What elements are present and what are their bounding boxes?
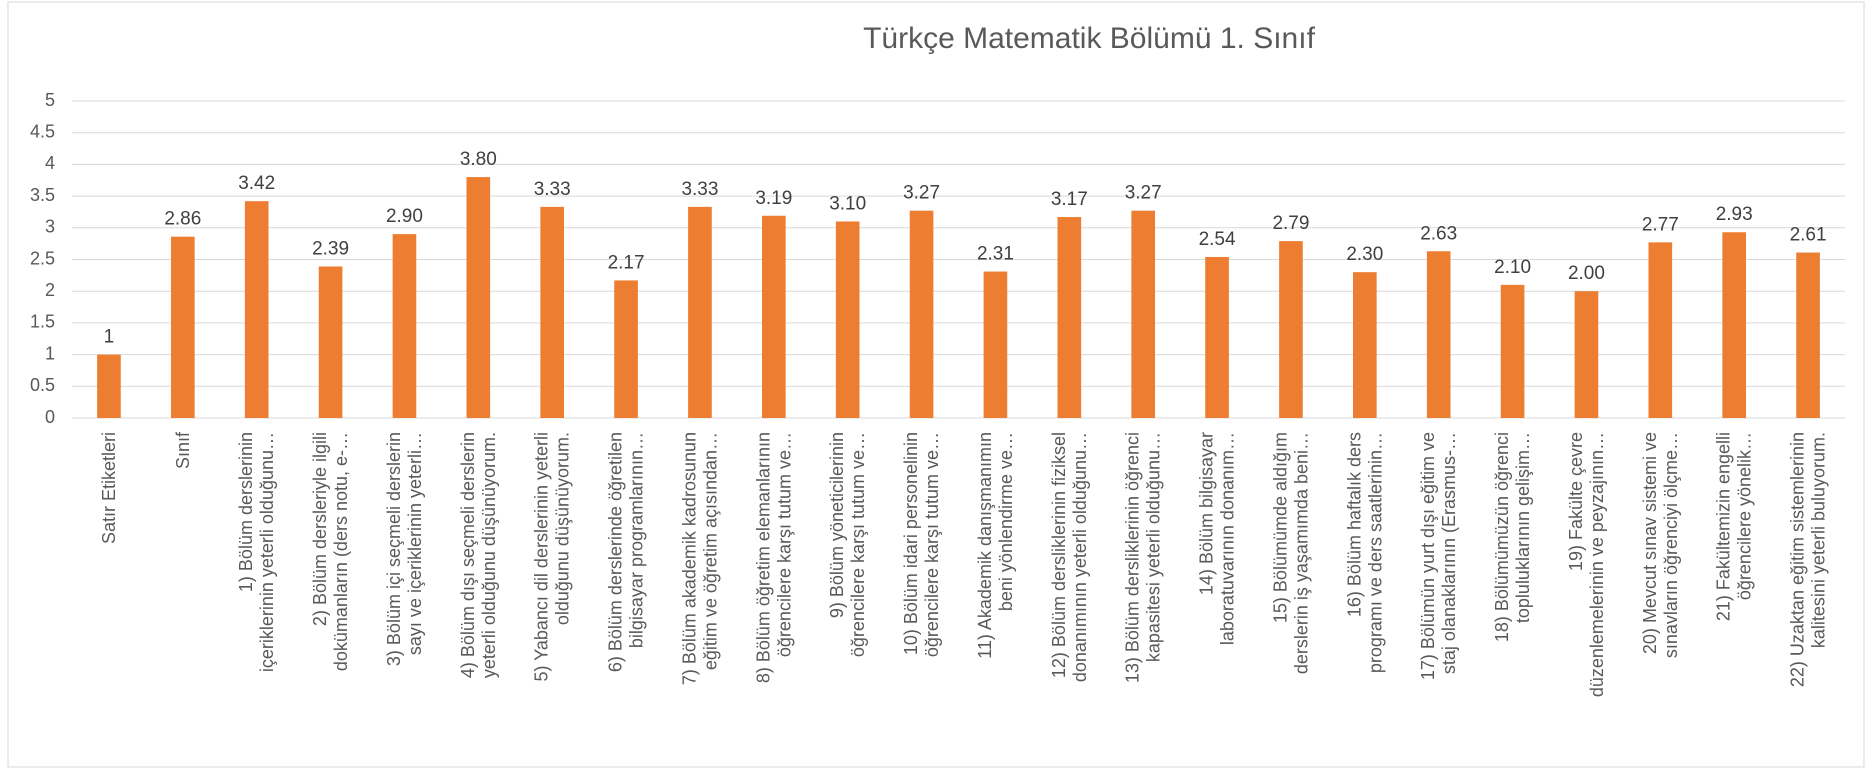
bar bbox=[1131, 210, 1156, 418]
bar bbox=[983, 271, 1008, 418]
value-label: 2.30 bbox=[1346, 244, 1383, 265]
x-tick-label: 5) Yabancı dil derslerinin yeterliolduğu… bbox=[532, 432, 573, 681]
x-tick-label: 1) Bölüm derslerininiçeriklerinin yeterl… bbox=[236, 432, 277, 672]
x-tick-label: 11) Akademik danışmanımınbeni yönlendirm… bbox=[975, 432, 1016, 659]
x-tick-label: 22) Uzaktan eğitim sistemlerininkalitesi… bbox=[1788, 432, 1829, 687]
x-tick-label: Sınıf bbox=[173, 431, 193, 469]
value-label: 3.80 bbox=[460, 149, 497, 170]
value-label: 2.77 bbox=[1642, 214, 1679, 235]
bar bbox=[909, 210, 934, 418]
bar bbox=[1279, 241, 1303, 418]
value-label: 2.17 bbox=[608, 252, 645, 273]
bar bbox=[318, 266, 343, 418]
value-label: 2.54 bbox=[1199, 229, 1236, 250]
chart-title: Türkçe Matematik Bölümü 1. Sınıf bbox=[863, 22, 1315, 55]
bar bbox=[466, 177, 491, 418]
y-tick-label: 5 bbox=[45, 90, 55, 110]
value-label: 2.31 bbox=[977, 244, 1014, 265]
value-label: 2.93 bbox=[1716, 204, 1753, 225]
y-tick-label: 1.5 bbox=[30, 312, 55, 332]
value-label: 3.10 bbox=[829, 193, 866, 214]
x-tick-label: 13) Bölüm dersliklerinin öğrencikapasite… bbox=[1123, 432, 1164, 683]
bar bbox=[761, 215, 786, 418]
value-label: 3.27 bbox=[1125, 183, 1162, 204]
y-tick-label: 3 bbox=[45, 217, 55, 237]
value-label: 2.39 bbox=[312, 238, 349, 259]
value-label: 2.10 bbox=[1494, 257, 1531, 278]
bar bbox=[392, 234, 417, 418]
bar bbox=[1574, 291, 1599, 418]
value-label: 2.90 bbox=[386, 206, 423, 227]
value-label: 3.17 bbox=[1051, 189, 1088, 210]
x-tick-label: 18) Bölümümüzün öğrencitopluluklarının g… bbox=[1492, 432, 1533, 642]
y-tick-label: 0.5 bbox=[30, 375, 55, 395]
x-tick-label: 8) Bölüm öğretim elemanlarınınöğrenciler… bbox=[753, 432, 794, 683]
value-label: 2.86 bbox=[164, 209, 201, 230]
x-tick-label: 9) Bölüm yöneticilerininöğrencilere karş… bbox=[827, 432, 868, 657]
x-tick-label: 7) Bölüm akademik kadrosununeğitim ve öğ… bbox=[679, 432, 720, 685]
x-tick-label: 14) Bölüm bilgisayarlaboratuvarının dona… bbox=[1197, 432, 1238, 645]
x-tick-label: 4) Bölüm dışı seçmeli derslerinyeterli o… bbox=[458, 432, 499, 678]
x-tick-label: 16) Bölüm haftalık dersprogramı ve ders … bbox=[1344, 432, 1385, 673]
y-tick-label: 0 bbox=[45, 407, 55, 427]
bar bbox=[1796, 252, 1820, 418]
y-tick-label: 2.5 bbox=[30, 248, 55, 268]
x-tick-label: 3) Bölüm içi seçmeli derslerinsayı ve iç… bbox=[384, 432, 425, 666]
value-label: 3.27 bbox=[903, 183, 940, 204]
value-label: 3.19 bbox=[755, 188, 792, 209]
x-tick-label: 21) Fakültemizin engelliöğrencilere yöne… bbox=[1714, 432, 1755, 621]
bar bbox=[1205, 256, 1229, 418]
y-tick-label: 4 bbox=[45, 153, 55, 173]
value-label: 3.33 bbox=[681, 179, 718, 200]
bar bbox=[614, 280, 638, 418]
bar bbox=[835, 221, 860, 418]
value-label: 1 bbox=[104, 327, 115, 348]
y-tick-label: 2 bbox=[45, 280, 55, 300]
bar bbox=[1722, 232, 1747, 418]
x-tick-label: 6) Bölüm derslerinde öğretilenbilgisayar… bbox=[606, 432, 647, 672]
y-tick-label: 3.5 bbox=[30, 185, 55, 205]
y-tick-label: 1 bbox=[45, 343, 55, 363]
bar bbox=[540, 206, 565, 418]
bar bbox=[1648, 242, 1673, 418]
x-tick-label: 10) Bölüm idari personelininöğrencilere … bbox=[901, 432, 942, 657]
bar bbox=[688, 206, 712, 418]
x-tick-label: 15) Bölümümde aldığımderslerin iş yaşamı… bbox=[1270, 432, 1311, 674]
x-tick-label: 17) Bölümün yurt dışı eğitim vestaj olan… bbox=[1418, 432, 1459, 680]
chart-frame bbox=[7, 1, 1865, 768]
value-label: 3.33 bbox=[534, 179, 571, 200]
value-label: 2.00 bbox=[1568, 263, 1605, 284]
bar bbox=[244, 201, 269, 418]
x-tick-label: 19) Fakülte çevredüzenlemelerinin ve pey… bbox=[1566, 432, 1607, 697]
bar bbox=[1500, 284, 1525, 418]
bar bbox=[1352, 272, 1377, 418]
bar bbox=[97, 354, 121, 418]
value-label: 2.79 bbox=[1272, 213, 1309, 234]
bar bbox=[1057, 217, 1082, 418]
x-tick-label: 20) Mevcut sınav sistemi vesınavların öğ… bbox=[1640, 432, 1681, 658]
value-label: 2.61 bbox=[1790, 225, 1827, 246]
x-tick-label: Satır Etiketleri bbox=[99, 432, 119, 544]
bar bbox=[170, 236, 195, 418]
y-tick-label: 4.5 bbox=[30, 121, 55, 141]
bar bbox=[1426, 251, 1451, 418]
value-label: 3.42 bbox=[238, 173, 275, 194]
x-tick-label: 12) Bölüm dersliklerinin fizikseldonanım… bbox=[1049, 432, 1090, 682]
x-tick-label: 2) Bölüm dersleriyle ilgilidokümanların … bbox=[310, 432, 351, 671]
value-label: 2.63 bbox=[1420, 223, 1457, 244]
